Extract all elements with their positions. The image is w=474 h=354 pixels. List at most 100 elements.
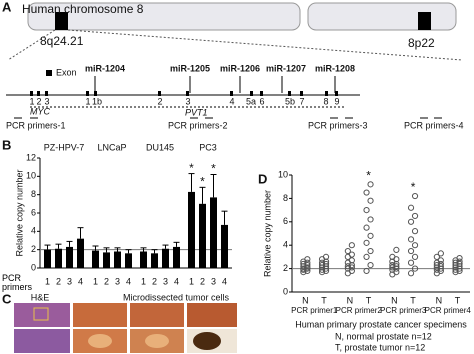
annotation: * [211, 162, 216, 176]
bar [44, 249, 51, 268]
y-tick-label: 6 [31, 207, 36, 217]
point [348, 264, 355, 271]
point [348, 242, 355, 249]
point [407, 218, 415, 225]
point [300, 269, 307, 276]
point [318, 266, 326, 273]
point [411, 253, 419, 260]
point [437, 263, 444, 270]
point [407, 236, 415, 243]
image [130, 303, 184, 327]
mirna: miR-1204 [85, 63, 125, 73]
x-tick-label: T [410, 295, 416, 305]
image-shape [193, 332, 221, 350]
exon-number: 2 [36, 96, 41, 106]
band [418, 12, 431, 30]
group-label: DU145 [146, 142, 174, 152]
point [300, 260, 307, 268]
gene-name: MYC [30, 106, 51, 116]
point [389, 261, 396, 269]
point [322, 265, 330, 272]
chromosome-title: Human chromosome 8 [22, 2, 144, 16]
mirna: miR-1206 [220, 63, 260, 73]
point [452, 264, 459, 271]
exon-number: 5a [246, 96, 256, 106]
group-label: PCR primer2 [336, 306, 383, 315]
point [393, 246, 400, 253]
y-tick-label: 10 [278, 169, 288, 179]
chromosome-arm [307, 2, 457, 31]
primer-label: PCR primers-3 [308, 120, 368, 130]
mirna: miR-1205 [170, 63, 210, 73]
exon-number: 8 [323, 96, 328, 106]
exons [30, 91, 338, 96]
exon-number: 3 [185, 96, 190, 106]
mirna-arrows [94, 76, 336, 93]
bar [221, 224, 228, 268]
y-tick-label: 12 [26, 152, 36, 162]
y-tick-label: 8 [283, 193, 288, 203]
point [304, 264, 311, 271]
exon-number: 1 [85, 96, 90, 106]
x-tick-label: N [391, 295, 398, 305]
point [393, 265, 400, 272]
image [14, 329, 70, 353]
point [344, 265, 351, 272]
panel-label: D [258, 171, 267, 186]
point [456, 254, 463, 262]
point [389, 266, 396, 273]
point [452, 269, 459, 276]
point [411, 212, 419, 220]
mirna: miR-1207 [266, 63, 306, 73]
point [363, 207, 370, 214]
primer-label: PCR primers-2 [168, 120, 228, 130]
note: T, prostate tumor n=12 [335, 342, 425, 352]
y-axis-title: Relative copy number [262, 190, 272, 277]
x-tick-label: 2 [152, 276, 157, 286]
bar [114, 251, 121, 268]
point [318, 269, 326, 276]
x-tick-label: 3 [211, 276, 216, 286]
point [304, 261, 311, 269]
point [437, 257, 444, 264]
point [304, 256, 311, 263]
point [407, 270, 415, 277]
annotation: * [200, 175, 205, 189]
point [322, 267, 330, 275]
bar [66, 246, 73, 268]
exon-number: 1 [29, 96, 34, 106]
point [363, 239, 370, 246]
point [407, 259, 415, 266]
group-label: PCR primer1 [291, 306, 338, 315]
point [433, 266, 440, 273]
chromosome-arm [27, 2, 301, 31]
annotation: * [366, 169, 371, 183]
point [437, 265, 444, 272]
x-tick-label: 1 [189, 276, 194, 286]
point [433, 253, 440, 260]
x-tick-label: 4 [222, 276, 227, 286]
point [363, 267, 370, 275]
y-tick-label: 2 [31, 244, 36, 254]
x-tick-label: 4 [78, 276, 83, 286]
exon-number: 1b [92, 96, 102, 106]
group-label: LNCaP [97, 142, 126, 152]
point [411, 265, 419, 272]
y-tick-label: 10 [26, 171, 36, 181]
group-label: PCR primer3 [380, 306, 427, 315]
point [367, 216, 374, 223]
x-tick-label: T [455, 295, 461, 305]
x-tick-label: 1 [93, 276, 98, 286]
point [452, 259, 459, 266]
bar [173, 246, 180, 268]
point [363, 224, 370, 231]
panel-label: C [2, 291, 12, 306]
exon-number: 3 [44, 96, 49, 106]
point [367, 181, 374, 188]
y-tick-label: 8 [31, 189, 36, 199]
point [437, 250, 444, 257]
image-shape [88, 334, 112, 348]
point [348, 251, 355, 258]
exon-number: 9 [334, 96, 339, 106]
point [322, 263, 330, 270]
